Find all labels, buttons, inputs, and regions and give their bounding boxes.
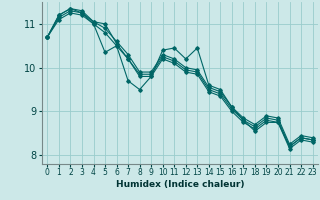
X-axis label: Humidex (Indice chaleur): Humidex (Indice chaleur) [116,180,244,189]
